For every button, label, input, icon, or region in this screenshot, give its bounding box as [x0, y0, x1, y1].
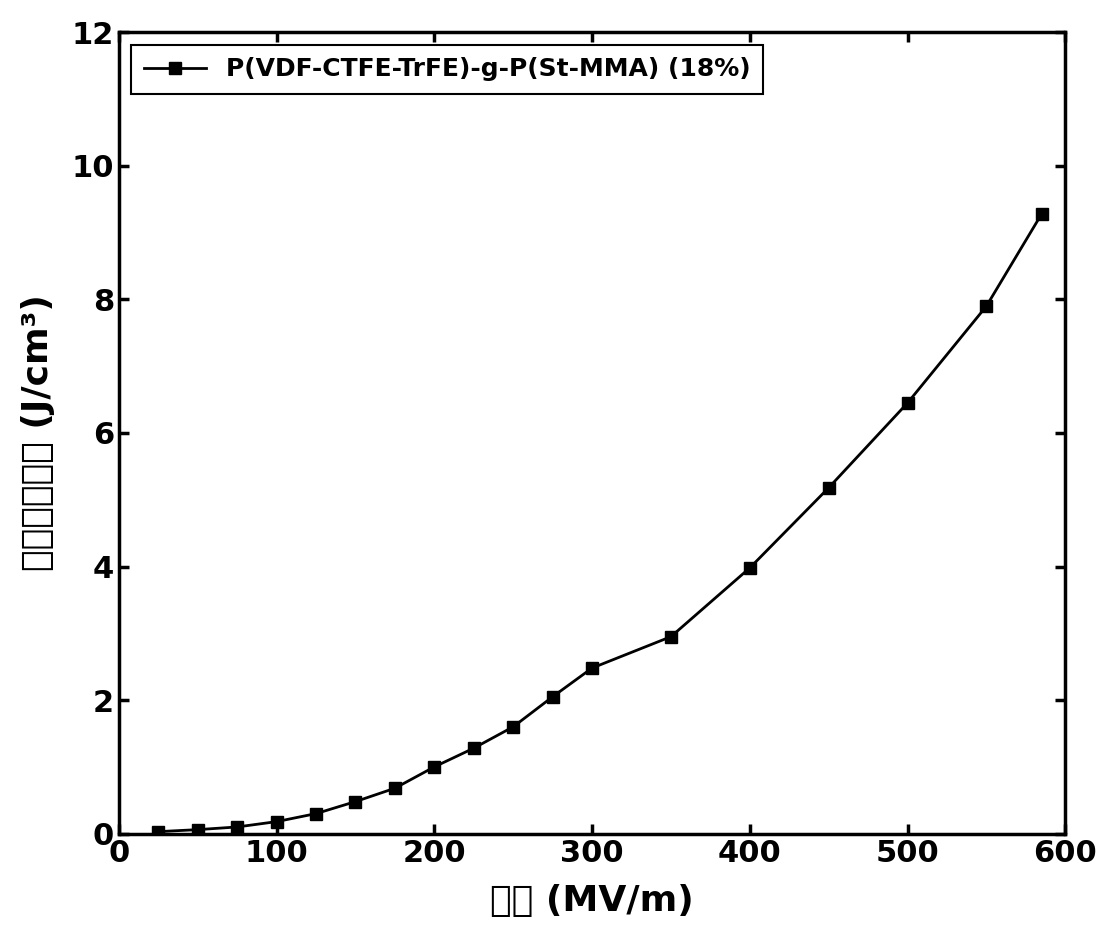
- P(VDF-CTFE-TrFE)-g-P(St-MMA) (18%): [310, 808, 323, 819]
- Line: P(VDF-CTFE-TrFE)-g-P(St-MMA) (18%): P(VDF-CTFE-TrFE)-g-P(St-MMA) (18%): [152, 208, 1048, 838]
- P(VDF-CTFE-TrFE)-g-P(St-MMA) (18%): [191, 824, 205, 836]
- Legend: P(VDF-CTFE-TrFE)-g-P(St-MMA) (18%): P(VDF-CTFE-TrFE)-g-P(St-MMA) (18%): [131, 45, 764, 94]
- P(VDF-CTFE-TrFE)-g-P(St-MMA) (18%): [586, 662, 599, 673]
- P(VDF-CTFE-TrFE)-g-P(St-MMA) (18%): [152, 826, 165, 838]
- P(VDF-CTFE-TrFE)-g-P(St-MMA) (18%): [1035, 208, 1049, 220]
- P(VDF-CTFE-TrFE)-g-P(St-MMA) (18%): [467, 743, 481, 754]
- P(VDF-CTFE-TrFE)-g-P(St-MMA) (18%): [230, 822, 244, 833]
- P(VDF-CTFE-TrFE)-g-P(St-MMA) (18%): [506, 721, 520, 732]
- P(VDF-CTFE-TrFE)-g-P(St-MMA) (18%): [388, 782, 401, 793]
- P(VDF-CTFE-TrFE)-g-P(St-MMA) (18%): [427, 762, 440, 773]
- P(VDF-CTFE-TrFE)-g-P(St-MMA) (18%): [743, 562, 757, 574]
- P(VDF-CTFE-TrFE)-g-P(St-MMA) (18%): [901, 397, 915, 408]
- P(VDF-CTFE-TrFE)-g-P(St-MMA) (18%): [349, 796, 362, 808]
- X-axis label: 电场 (MV/m): 电场 (MV/m): [490, 885, 694, 918]
- P(VDF-CTFE-TrFE)-g-P(St-MMA) (18%): [664, 631, 678, 642]
- Y-axis label: 能量储存密度 (J/cm³): 能量储存密度 (J/cm³): [21, 295, 55, 572]
- P(VDF-CTFE-TrFE)-g-P(St-MMA) (18%): [269, 816, 283, 827]
- P(VDF-CTFE-TrFE)-g-P(St-MMA) (18%): [546, 691, 559, 702]
- P(VDF-CTFE-TrFE)-g-P(St-MMA) (18%): [822, 482, 835, 493]
- P(VDF-CTFE-TrFE)-g-P(St-MMA) (18%): [979, 300, 993, 312]
